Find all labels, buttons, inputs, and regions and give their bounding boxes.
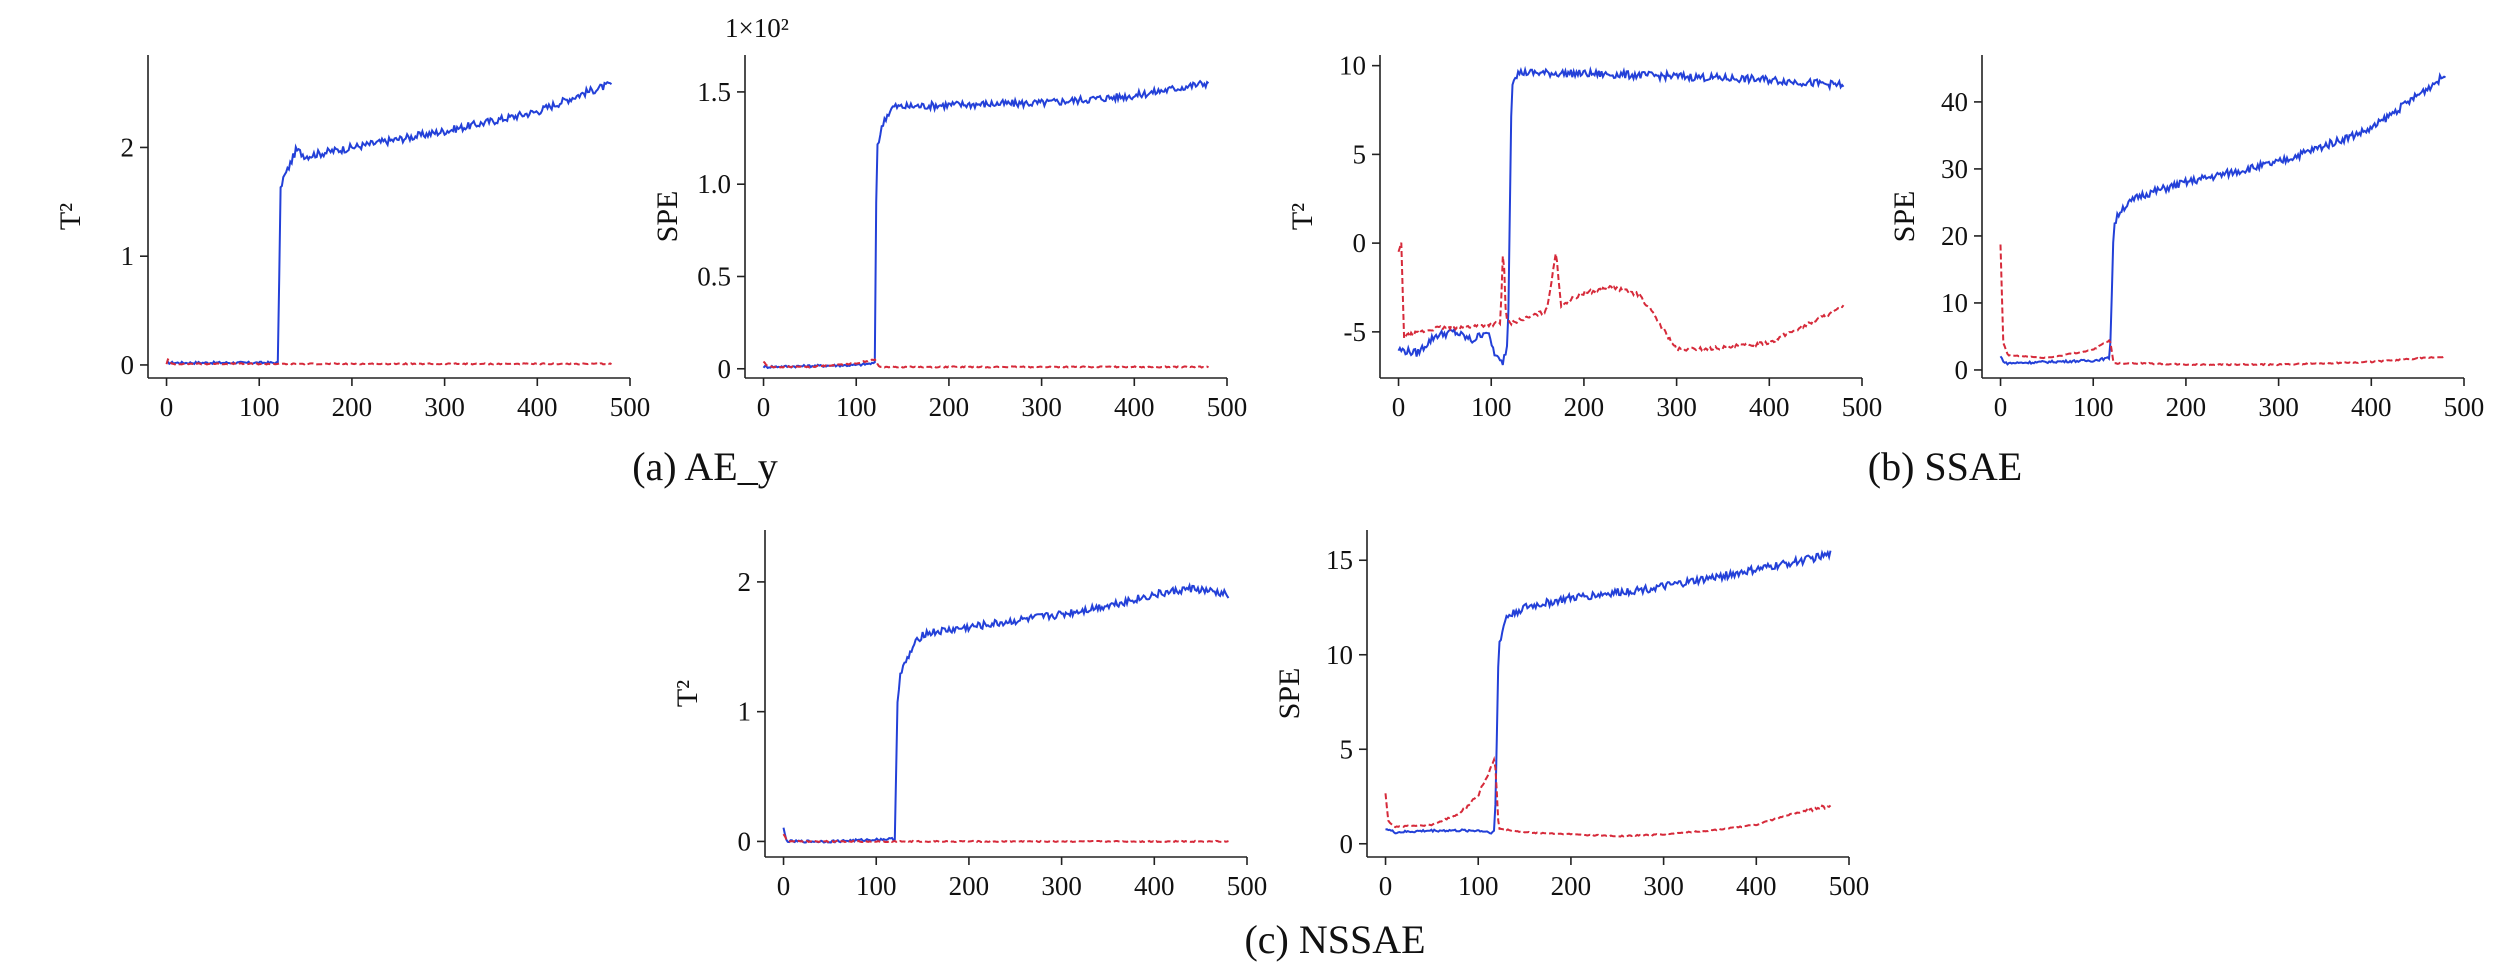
- chart-a2: 0 100 200 300 400 500 0 0.5 1.0 1.5 SPE 1×10²: [651, 13, 1247, 422]
- y-axis-label: T²: [671, 680, 704, 707]
- series-line-red-dashed: [782, 833, 1229, 844]
- x-tick-label: 300: [1021, 392, 1062, 422]
- x-tick-label: 400: [1749, 392, 1790, 422]
- chart-b1: 0 100 200 300 400 500 -5 0 5 10 T²: [1286, 51, 1882, 422]
- series-line-blue: [1999, 71, 2446, 366]
- caption-a: (a) AE_y: [632, 444, 778, 489]
- x-tick-label: 0: [777, 871, 791, 901]
- y-tick-label: 2: [738, 567, 752, 597]
- y-tick-label: 2: [121, 132, 135, 162]
- y-tick-label: 5: [1353, 139, 1367, 169]
- chart-b2: 0 100 200 300 400 500 0 10 20 30 40 SPE: [1888, 55, 2484, 422]
- y-tick-label: 15: [1326, 545, 1353, 575]
- caption-c: (c) NSSAE: [1244, 917, 1425, 962]
- x-tick-label: 0: [757, 392, 771, 422]
- y-axis-label: SPE: [1273, 668, 1306, 720]
- series-line-red-dashed: [1999, 244, 2446, 367]
- y-axis-label: SPE: [1888, 191, 1921, 243]
- series-line-blue: [1397, 65, 1845, 366]
- y-axis-label: T²: [54, 203, 87, 230]
- series-line-red-dashed: [762, 358, 1209, 369]
- series-line-red-dashed: [1397, 242, 1845, 353]
- series-line-blue: [782, 581, 1230, 844]
- x-tick-label: 100: [1458, 871, 1499, 901]
- caption-b: (b) SSAE: [1868, 444, 2022, 489]
- series-line-blue: [1385, 549, 1832, 835]
- x-tick-label: 200: [332, 392, 373, 422]
- x-tick-label: 200: [1551, 871, 1592, 901]
- x-tick-label: 100: [856, 871, 897, 901]
- x-tick-label: 200: [1564, 392, 1605, 422]
- series-line-red-dashed: [1384, 755, 1832, 838]
- series-line-red-dashed: [165, 358, 612, 366]
- x-tick-label: 300: [2258, 392, 2299, 422]
- y-tick-label: 0: [738, 826, 752, 856]
- x-tick-label: 100: [836, 392, 877, 422]
- y-tick-label: 1: [121, 241, 135, 271]
- y-tick-label: 1.0: [697, 169, 731, 199]
- y-tick-label: 40: [1941, 87, 1968, 117]
- y-scale-multiplier: 1×10²: [725, 13, 789, 43]
- x-tick-label: 500: [610, 392, 651, 422]
- y-tick-label: 0: [1353, 228, 1367, 258]
- x-tick-label: 400: [2351, 392, 2392, 422]
- x-tick-label: 400: [1134, 871, 1175, 901]
- chart-a1: 0 100 200 300 400 500 0 1 2 T²: [54, 55, 650, 422]
- y-tick-label: 30: [1941, 154, 1968, 184]
- x-tick-label: 300: [1041, 871, 1082, 901]
- x-tick-label: 200: [929, 392, 970, 422]
- y-tick-label: 10: [1941, 288, 1968, 318]
- x-tick-label: 100: [1471, 392, 1512, 422]
- x-tick-label: 200: [2166, 392, 2207, 422]
- series-line-blue: [762, 79, 1210, 370]
- x-tick-label: 500: [1207, 392, 1248, 422]
- y-tick-label: 0: [718, 354, 732, 384]
- y-tick-label: 0.5: [697, 261, 731, 291]
- x-tick-label: 0: [1994, 392, 2008, 422]
- x-tick-label: 500: [1227, 871, 1268, 901]
- x-tick-label: 300: [1643, 871, 1684, 901]
- y-tick-label: 0: [121, 350, 135, 380]
- y-tick-label: 20: [1941, 221, 1968, 251]
- x-tick-label: 300: [1656, 392, 1697, 422]
- x-tick-label: 400: [1736, 871, 1777, 901]
- chart-c2: 0 100 200 300 400 500 0 5 10 15 SPE: [1273, 530, 1869, 901]
- x-tick-label: 0: [160, 392, 174, 422]
- x-tick-label: 0: [1392, 392, 1406, 422]
- y-tick-label: 0: [1340, 829, 1354, 859]
- x-tick-label: 500: [1842, 392, 1883, 422]
- y-tick-label: 1.5: [697, 77, 731, 107]
- x-tick-label: 0: [1379, 871, 1393, 901]
- x-tick-label: 200: [949, 871, 990, 901]
- y-tick-label: -5: [1344, 317, 1367, 347]
- x-tick-label: 400: [1114, 392, 1155, 422]
- y-tick-label: 0: [1955, 355, 1969, 385]
- y-tick-label: 5: [1340, 734, 1354, 764]
- x-tick-label: 400: [517, 392, 558, 422]
- x-tick-label: 100: [2073, 392, 2114, 422]
- y-axis-label: SPE: [651, 191, 684, 243]
- chart-c1: 0 100 200 300 400 500 0 1 2 T²: [671, 530, 1267, 901]
- series-line-blue: [166, 80, 613, 366]
- y-tick-label: 10: [1326, 640, 1353, 670]
- x-tick-label: 500: [2444, 392, 2485, 422]
- x-tick-label: 300: [424, 392, 465, 422]
- x-tick-label: 500: [1829, 871, 1870, 901]
- y-axis-label: T²: [1286, 203, 1319, 230]
- x-tick-label: 100: [239, 392, 280, 422]
- y-tick-label: 1: [738, 697, 752, 727]
- y-tick-label: 10: [1339, 51, 1366, 81]
